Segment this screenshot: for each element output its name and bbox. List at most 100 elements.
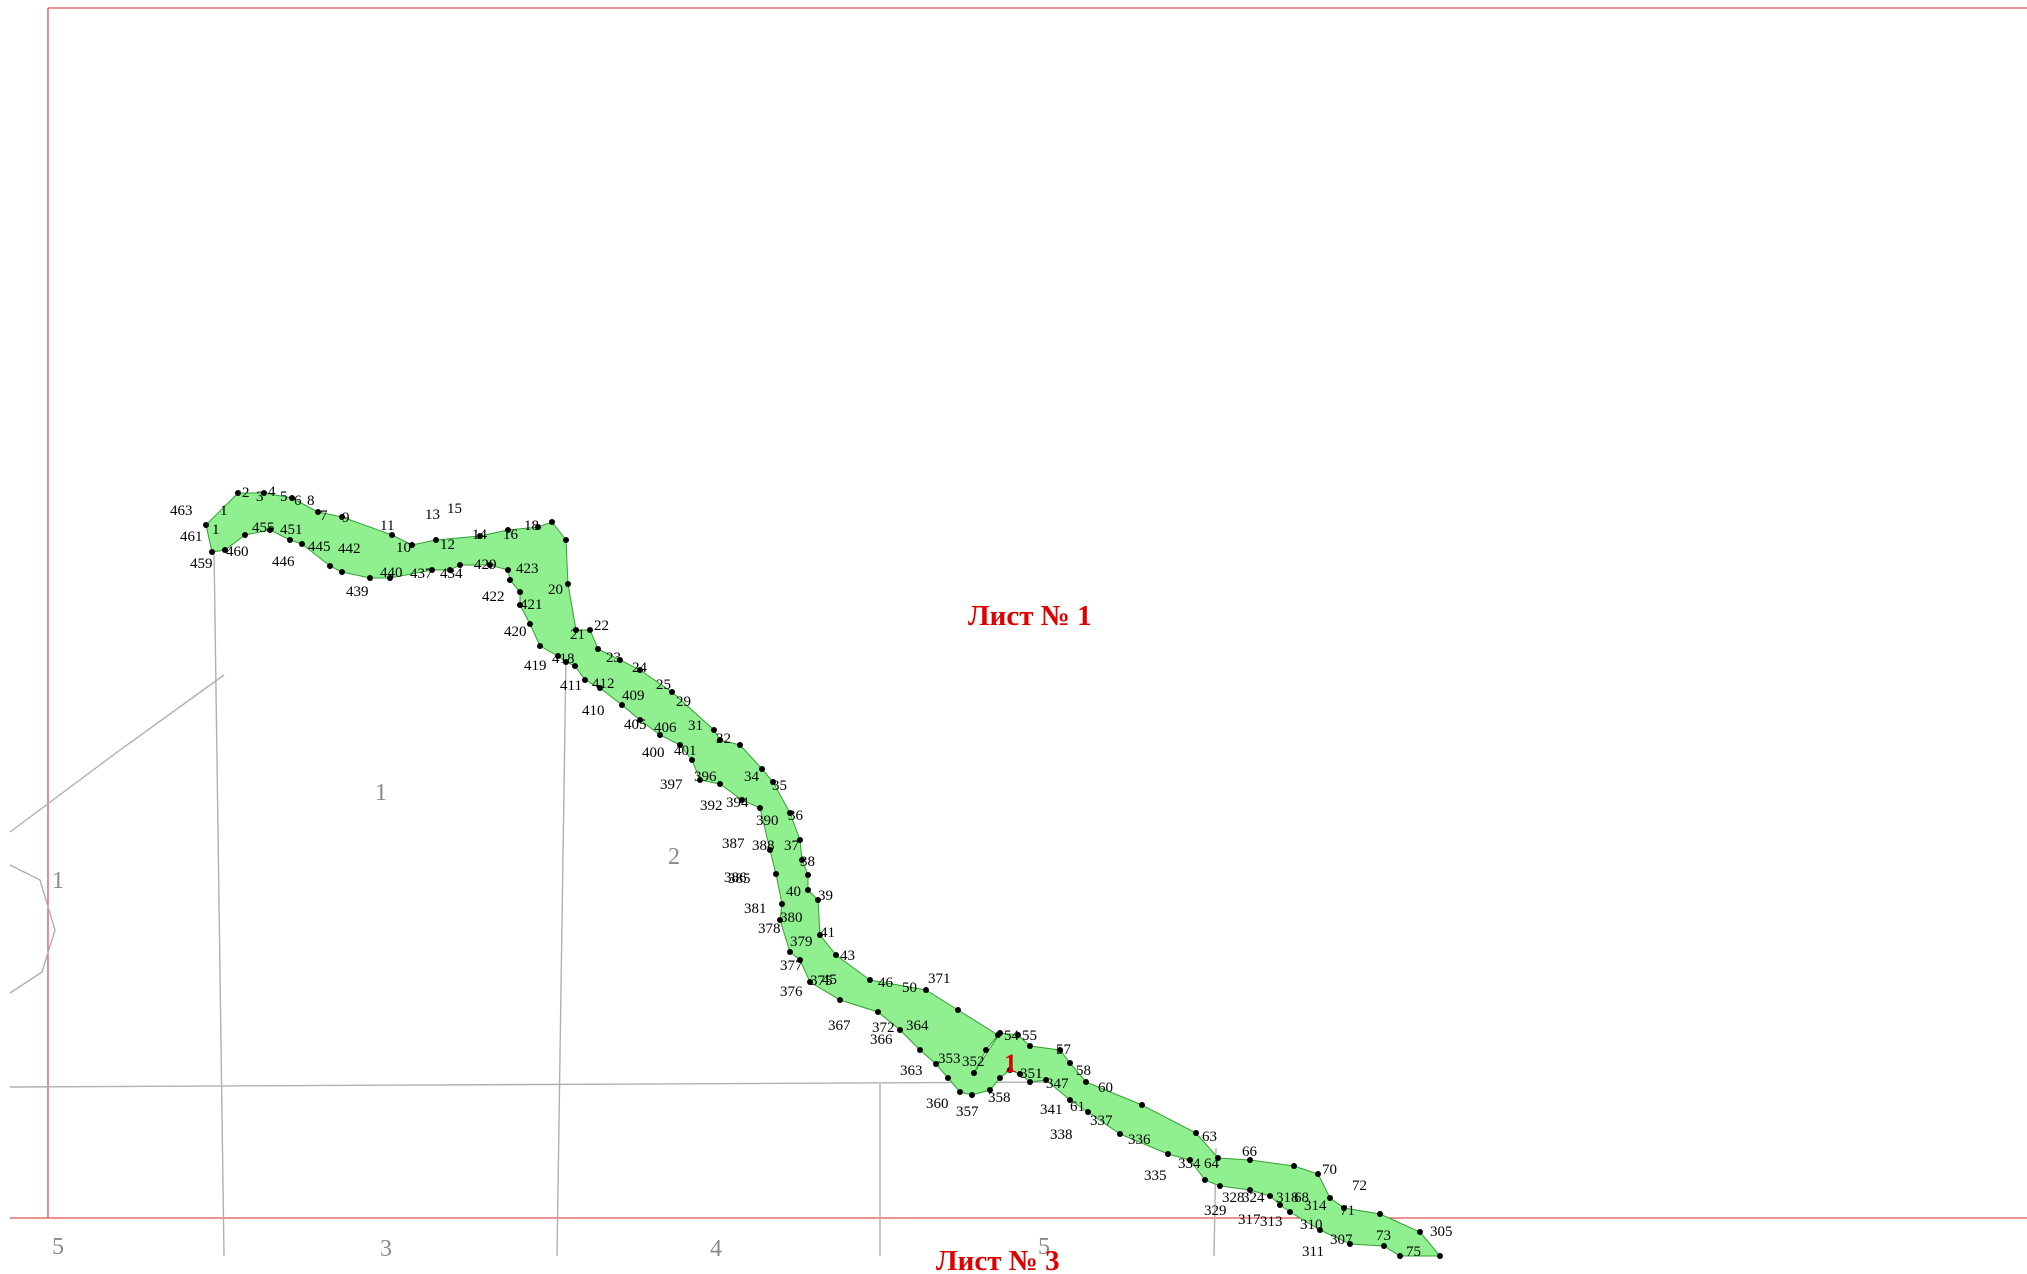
point-number-label: 400 xyxy=(642,745,665,761)
vertex-point xyxy=(267,527,273,533)
vertex-point xyxy=(1217,1183,1223,1189)
vertex-point xyxy=(595,646,601,652)
vertex-point xyxy=(957,1089,963,1095)
vertex-point xyxy=(1247,1157,1253,1163)
vertex-point xyxy=(657,732,663,738)
vertex-point xyxy=(1083,1079,1089,1085)
vertex-point xyxy=(833,952,839,958)
point-number-label: 388 xyxy=(752,838,775,854)
object-number-label: 1 xyxy=(1004,1049,1017,1078)
vertex-point xyxy=(457,562,463,568)
vertex-point xyxy=(597,685,603,691)
vertex-point xyxy=(549,519,555,525)
vertex-point xyxy=(923,987,929,993)
point-number-label: 434 xyxy=(440,566,463,582)
point-number-label: 63 xyxy=(1202,1129,1217,1145)
point-number-label: 419 xyxy=(524,658,547,674)
point-number-label: 347 xyxy=(1046,1076,1069,1092)
point-number-label: 376 xyxy=(780,984,803,1000)
vertex-point xyxy=(1291,1163,1297,1169)
point-number-label: 422 xyxy=(482,589,505,605)
point-number-label: 70 xyxy=(1322,1162,1337,1178)
vertex-point xyxy=(327,563,333,569)
point-number-label: 446 xyxy=(272,554,295,570)
vertex-point xyxy=(617,657,623,663)
point-number-label: 324 xyxy=(1242,1190,1265,1206)
point-number-label: 401 xyxy=(674,743,697,759)
vertex-point xyxy=(717,781,723,787)
vertex-point xyxy=(1139,1102,1145,1108)
vertex-point xyxy=(367,575,373,581)
land-strip-object xyxy=(205,492,1442,1257)
vertex-point xyxy=(299,541,305,547)
vertex-point xyxy=(807,979,813,985)
point-number-label: 41 xyxy=(820,925,835,941)
point-number-label: 14 xyxy=(472,527,488,543)
vertex-point xyxy=(261,490,267,496)
point-number-label: 8 xyxy=(307,493,315,509)
vertex-point xyxy=(433,537,439,543)
vertex-point xyxy=(527,621,533,627)
point-number-label: 13 xyxy=(425,507,440,523)
vertex-point xyxy=(787,949,793,955)
point-number-label: 9 xyxy=(342,510,350,526)
vertex-point xyxy=(565,581,571,587)
vertex-point xyxy=(1187,1157,1193,1163)
point-number-label: 73 xyxy=(1376,1228,1391,1244)
point-number-label: 423 xyxy=(516,561,539,577)
point-number-label: 34 xyxy=(744,769,760,785)
vertex-point xyxy=(209,549,215,555)
vertex-point xyxy=(1277,1202,1283,1208)
vertex-point xyxy=(507,577,513,583)
vertex-point xyxy=(1007,1067,1013,1073)
parcel-boundary xyxy=(213,547,225,1257)
parcel-number: 5 xyxy=(1038,1234,1050,1260)
point-number-label: 396 xyxy=(694,769,717,785)
vertex-point xyxy=(969,1092,975,1098)
vertex-point xyxy=(799,857,805,863)
vertex-point xyxy=(817,932,823,938)
parcel-number: 1 xyxy=(52,868,64,894)
vertex-point xyxy=(1315,1171,1321,1177)
point-number-label: 386 xyxy=(724,870,747,886)
point-number-label: 66 xyxy=(1242,1144,1258,1160)
vertex-point xyxy=(997,1075,1003,1081)
point-number-label: 351 xyxy=(1020,1066,1043,1082)
point-number-label: 337 xyxy=(1090,1113,1113,1129)
point-number-label: 6 xyxy=(294,493,302,509)
point-number-label: 364 xyxy=(906,1018,929,1034)
point-number-label: 437 xyxy=(410,566,433,582)
point-number-label: 75 xyxy=(1406,1244,1421,1260)
vertex-point xyxy=(1027,1079,1033,1085)
point-number-label: 460 xyxy=(226,544,249,560)
parcel-boundary-left xyxy=(9,674,225,833)
point-number-label: 412 xyxy=(592,676,615,692)
vertex-point xyxy=(1057,1047,1063,1053)
vertex-point xyxy=(759,766,765,772)
point-number-label: 57 xyxy=(1056,1042,1072,1058)
vertex-point xyxy=(739,797,745,803)
point-number-label: 37 xyxy=(784,838,800,854)
point-number-label: 377 xyxy=(780,958,803,974)
point-number-label: 357 xyxy=(956,1104,979,1120)
vertex-point xyxy=(1397,1253,1403,1259)
vertex-point xyxy=(563,537,569,543)
vertex-point xyxy=(563,659,569,665)
vertex-point xyxy=(1247,1187,1253,1193)
point-number-label: 21 xyxy=(570,627,585,643)
vertex-point xyxy=(429,567,435,573)
vertex-point xyxy=(805,872,811,878)
point-number-label: 22 xyxy=(594,618,609,634)
parcel-boundary xyxy=(9,1081,1061,1088)
point-number-label: 32 xyxy=(716,731,731,747)
vertex-point xyxy=(1215,1155,1221,1161)
vertex-point xyxy=(1377,1211,1383,1217)
vertex-point xyxy=(1267,1193,1273,1199)
point-number-label: 405 xyxy=(624,717,647,733)
parcel-number: 2 xyxy=(668,844,680,870)
vertex-point xyxy=(777,917,783,923)
vertex-point xyxy=(1417,1229,1423,1235)
vertex-point xyxy=(689,757,695,763)
point-number-label: 439 xyxy=(346,584,369,600)
